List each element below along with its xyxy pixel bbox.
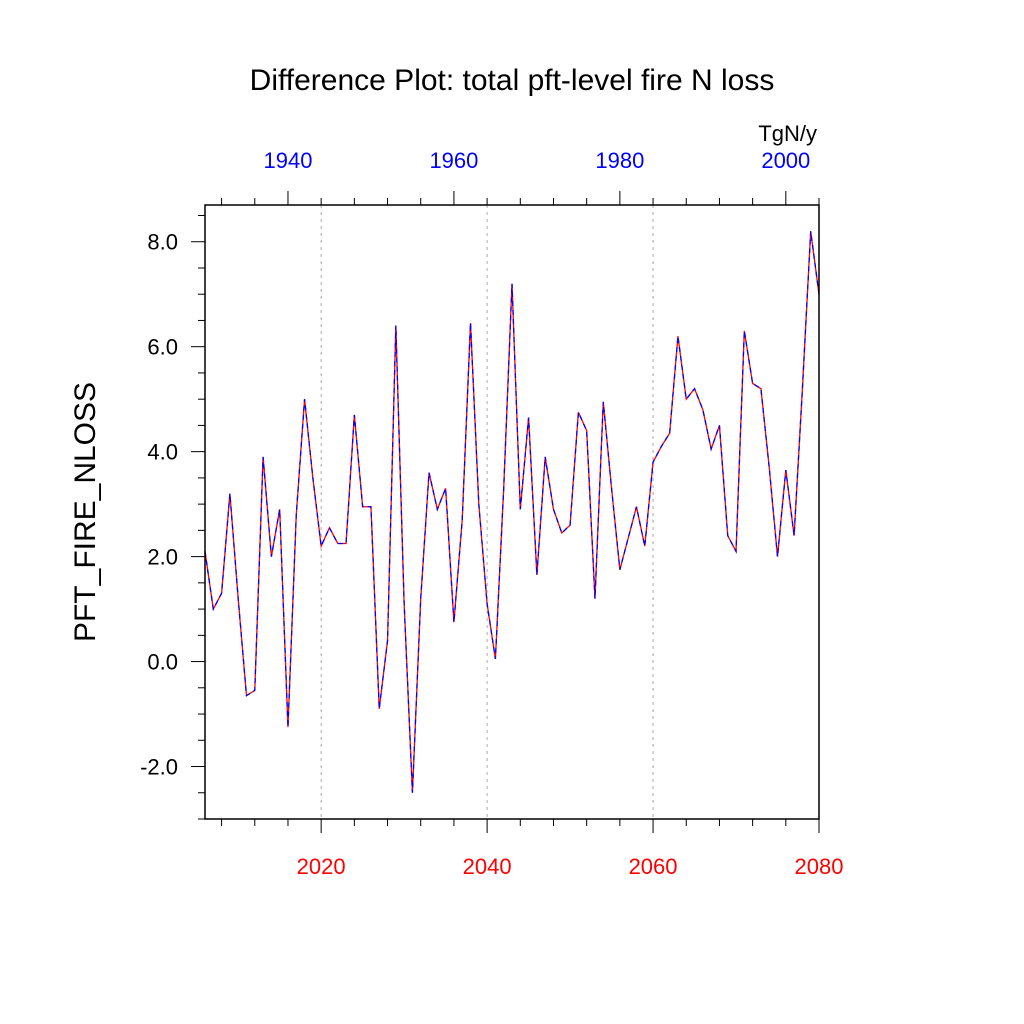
top-tick-label-1980: 1980 bbox=[595, 148, 644, 173]
tick-labels: 2020 2040 2060 2080 1940 1960 1980 2000 -2.0 0.0 2… bbox=[140, 148, 843, 879]
y-tick-label-8.0: 8.0 bbox=[147, 230, 178, 255]
top-tick-label-1940: 1940 bbox=[263, 148, 312, 173]
top-tick-label-2000: 2000 bbox=[761, 148, 810, 173]
bottom-tick-label-2060: 2060 bbox=[629, 854, 678, 879]
y-tick-label--2.0: -2.0 bbox=[140, 755, 178, 780]
data-lines bbox=[204, 231, 820, 793]
y-tick-label-6.0: 6.0 bbox=[147, 335, 178, 360]
series-line-blue bbox=[204, 231, 820, 793]
bottom-tick-label-2040: 2040 bbox=[463, 854, 512, 879]
bottom-tick-label-2080: 2080 bbox=[795, 854, 844, 879]
grid-lines bbox=[320, 205, 654, 819]
y-tick-label-0.0: 0.0 bbox=[147, 650, 178, 675]
bottom-tick-label-2020: 2020 bbox=[297, 854, 346, 879]
y-tick-label-2.0: 2.0 bbox=[147, 545, 178, 570]
units-label: TgN/y bbox=[758, 121, 817, 146]
series-line-red bbox=[204, 231, 820, 793]
chart-title: Difference Plot: total pft-level fire N … bbox=[250, 64, 775, 97]
top-tick-label-1960: 1960 bbox=[429, 148, 478, 173]
y-tick-label-4.0: 4.0 bbox=[147, 440, 178, 465]
plot-frame bbox=[204, 204, 820, 820]
axis-ticks bbox=[191, 191, 820, 833]
y-axis-label: PFT_FIRE_NLOSS bbox=[69, 382, 102, 642]
